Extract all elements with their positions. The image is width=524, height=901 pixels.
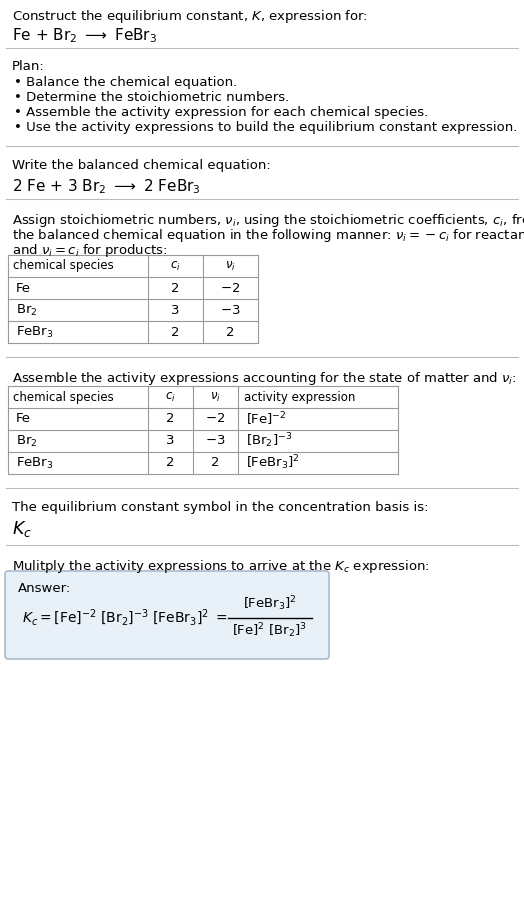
Text: $-2$: $-2$: [205, 413, 226, 425]
Text: Br$_2$: Br$_2$: [16, 433, 38, 449]
Text: 2: 2: [226, 325, 235, 339]
Text: [FeBr$_3$]$^{2}$: [FeBr$_3$]$^{2}$: [246, 453, 300, 472]
Text: 3: 3: [166, 434, 174, 448]
Text: [Fe]$^{-2}$: [Fe]$^{-2}$: [246, 410, 287, 428]
Text: $c_i$: $c_i$: [165, 390, 176, 404]
Text: Assign stoichiometric numbers, $\nu_i$, using the stoichiometric coefficients, $: Assign stoichiometric numbers, $\nu_i$, …: [12, 212, 524, 229]
Text: chemical species: chemical species: [13, 390, 114, 404]
Text: Br$_2$: Br$_2$: [16, 303, 38, 317]
Text: Plan:: Plan:: [12, 60, 45, 73]
Text: $-2$: $-2$: [221, 281, 241, 295]
Text: $c_i$: $c_i$: [170, 259, 181, 272]
Text: $K_c = \mathrm{[Fe]^{-2}\ [Br_2]^{-3}\ [FeBr_3]^{2}\ =}$: $K_c = \mathrm{[Fe]^{-2}\ [Br_2]^{-3}\ […: [22, 608, 227, 628]
Text: 2: 2: [171, 325, 180, 339]
Text: chemical species: chemical species: [13, 259, 114, 272]
Text: $\nu_i$: $\nu_i$: [225, 259, 236, 272]
Text: • Assemble the activity expression for each chemical species.: • Assemble the activity expression for e…: [14, 106, 428, 119]
Text: $-3$: $-3$: [220, 304, 241, 316]
Text: 2: 2: [166, 457, 174, 469]
Text: Answer:: Answer:: [18, 582, 71, 595]
Text: Construct the equilibrium constant, $K$, expression for:: Construct the equilibrium constant, $K$,…: [12, 8, 368, 25]
Text: • Use the activity expressions to build the equilibrium constant expression.: • Use the activity expressions to build …: [14, 121, 517, 134]
Text: $\nu_i$: $\nu_i$: [210, 390, 221, 404]
Text: The equilibrium constant symbol in the concentration basis is:: The equilibrium constant symbol in the c…: [12, 501, 429, 514]
Text: 2 Fe + 3 Br$_2$ $\longrightarrow$ 2 FeBr$_3$: 2 Fe + 3 Br$_2$ $\longrightarrow$ 2 FeBr…: [12, 177, 201, 196]
FancyBboxPatch shape: [5, 571, 329, 659]
Text: the balanced chemical equation in the following manner: $\nu_i = -c_i$ for react: the balanced chemical equation in the fo…: [12, 227, 524, 244]
Text: activity expression: activity expression: [244, 390, 355, 404]
Text: $K_c$: $K_c$: [12, 519, 32, 539]
Text: 2: 2: [171, 281, 180, 295]
Text: 3: 3: [171, 304, 180, 316]
Text: [Br$_2$]$^{-3}$: [Br$_2$]$^{-3}$: [246, 432, 292, 450]
Text: FeBr$_3$: FeBr$_3$: [16, 324, 53, 340]
Text: • Determine the stoichiometric numbers.: • Determine the stoichiometric numbers.: [14, 91, 289, 104]
Text: Fe: Fe: [16, 281, 31, 295]
Text: 2: 2: [166, 413, 174, 425]
Text: $-3$: $-3$: [205, 434, 226, 448]
Text: 2: 2: [211, 457, 220, 469]
Text: Mulitply the activity expressions to arrive at the $K_c$ expression:: Mulitply the activity expressions to arr…: [12, 558, 430, 575]
Text: Write the balanced chemical equation:: Write the balanced chemical equation:: [12, 159, 271, 172]
Text: $\mathrm{[FeBr_3]^2}$: $\mathrm{[FeBr_3]^2}$: [243, 595, 297, 614]
Text: Fe: Fe: [16, 413, 31, 425]
Text: Assemble the activity expressions accounting for the state of matter and $\nu_i$: Assemble the activity expressions accoun…: [12, 370, 517, 387]
Text: • Balance the chemical equation.: • Balance the chemical equation.: [14, 76, 237, 89]
Text: and $\nu_i = c_i$ for products:: and $\nu_i = c_i$ for products:: [12, 242, 168, 259]
Text: Fe + Br$_2$ $\longrightarrow$ FeBr$_3$: Fe + Br$_2$ $\longrightarrow$ FeBr$_3$: [12, 26, 157, 45]
Text: FeBr$_3$: FeBr$_3$: [16, 455, 53, 470]
Text: $\mathrm{[Fe]^2\ [Br_2]^3}$: $\mathrm{[Fe]^2\ [Br_2]^3}$: [233, 622, 308, 641]
